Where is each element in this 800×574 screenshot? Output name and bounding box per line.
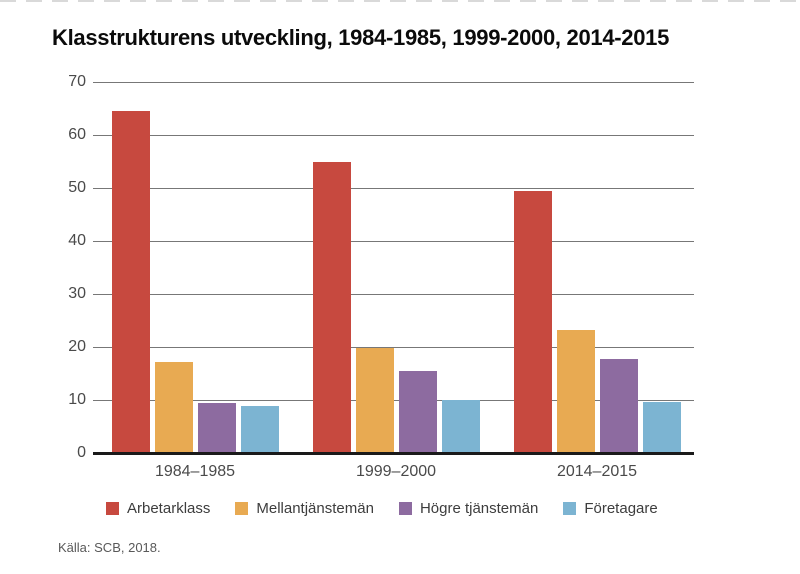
bar-hogre-tjansteman-2014-2015: [599, 358, 638, 453]
legend-swatch-mellantjansteman: [235, 502, 249, 515]
source-note: Källa: SCB, 2018.: [58, 540, 161, 555]
legend-item-foretagare: Företagare: [563, 500, 658, 517]
gridline-40: [93, 241, 694, 242]
gridline-60: [93, 135, 694, 136]
gridline-70: [93, 82, 694, 83]
bar-hogre-tjansteman-1999-2000: [398, 370, 437, 453]
gridline-10: [93, 400, 694, 401]
legend-swatch-hogre-tjansteman: [398, 502, 412, 515]
bar-mellantjansteman-2014-2015: [556, 330, 595, 453]
gridline-20: [93, 347, 694, 348]
x-tick-label-1984-1985: 1984–1985: [154, 463, 236, 480]
y-tick-label-30: 30: [68, 285, 86, 302]
bar-foretagare-1984-1985: [240, 406, 279, 453]
legend-item-hogre-tjansteman: Högre tjänstemän: [398, 500, 539, 517]
legend-item-arbetarklass: Arbetarklass: [106, 500, 210, 517]
bar-arbetarklass-1999-2000: [312, 161, 351, 453]
bar-hogre-tjansteman-1984-1985: [197, 403, 236, 453]
y-tick-label-60: 60: [68, 126, 86, 143]
y-tick-label-20: 20: [68, 338, 86, 355]
legend-label-mellantjansteman: Mellantjänstemän: [256, 500, 374, 517]
bar-mellantjansteman-1999-2000: [355, 347, 394, 453]
bar-arbetarklass-2014-2015: [513, 191, 552, 453]
y-tick-label-0: 0: [77, 444, 86, 461]
legend-swatch-foretagare: [563, 502, 577, 515]
legend-swatch-arbetarklass: [106, 502, 119, 515]
y-tick-label-40: 40: [68, 232, 86, 249]
bar-foretagare-1999-2000: [441, 400, 480, 453]
y-tick-label-50: 50: [68, 179, 86, 196]
bar-group-2014-2015: [513, 82, 681, 453]
legend-label-arbetarklass: Arbetarklass: [127, 500, 211, 517]
gridline-30: [93, 294, 694, 295]
gridline-50: [93, 188, 694, 189]
y-tick-label-70: 70: [68, 73, 86, 90]
y-tick-label-10: 10: [68, 391, 86, 408]
bar-mellantjansteman-1984-1985: [154, 362, 193, 453]
bar-foretagare-2014-2015: [642, 402, 681, 453]
legend-label-hogre-tjansteman: Högre tjänstemän: [419, 500, 539, 517]
x-tick-label-1999-2000: 1999–2000: [355, 463, 437, 480]
chart-title: Klasstrukturens utveckling, 1984-1985, 1…: [52, 25, 670, 50]
x-tick-label-2014-2015: 2014–2015: [556, 463, 638, 480]
legend-item-mellantjansteman: Mellantjänstemän: [235, 500, 374, 517]
bar-group-1984-1985: [111, 82, 279, 453]
page-top-edge: [0, 0, 800, 2]
chart-legend: Arbetarklass Mellantjänstemän Högre tjänst…: [106, 500, 658, 517]
plot-area: [93, 82, 694, 455]
bar-arbetarklass-1984-1985: [111, 111, 150, 453]
bar-group-1999-2000: [312, 82, 480, 453]
legend-label-foretagare: Företagare: [584, 500, 658, 517]
x-axis-line: [93, 452, 694, 455]
